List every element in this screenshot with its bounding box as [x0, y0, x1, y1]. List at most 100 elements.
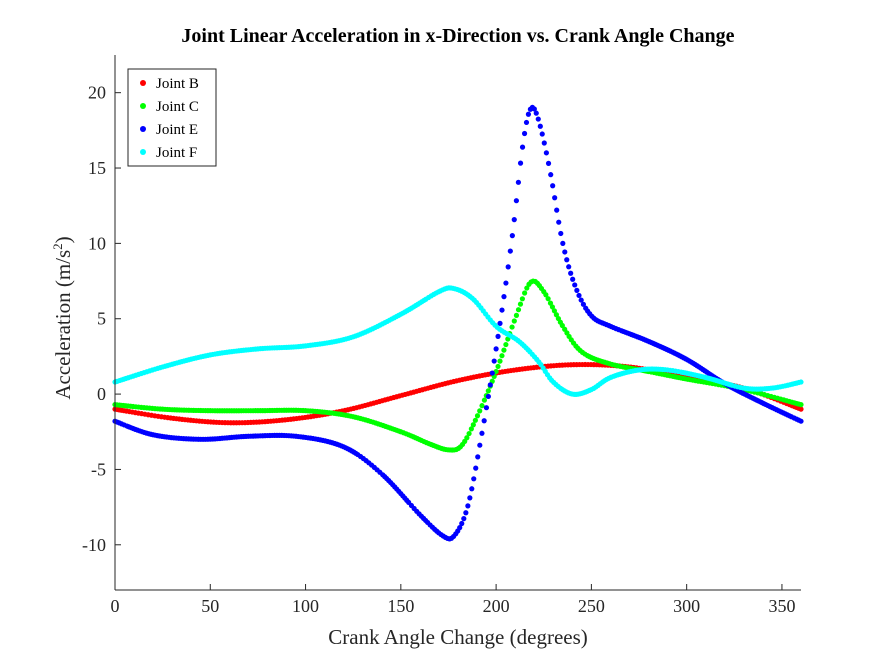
data-point — [553, 312, 560, 318]
legend-entry-joint-e: Joint E — [140, 122, 198, 138]
data-point — [570, 276, 576, 282]
data-point — [572, 282, 578, 288]
data-point — [531, 106, 537, 112]
data-point — [505, 336, 511, 342]
series-joint-f — [112, 285, 804, 397]
data-point — [566, 264, 572, 270]
data-point — [479, 403, 485, 409]
data-point — [578, 297, 584, 303]
data-point — [550, 183, 556, 189]
data-point — [509, 324, 515, 330]
data-point — [509, 233, 515, 239]
data-point — [519, 296, 525, 302]
data-point — [459, 520, 465, 527]
data-point — [499, 353, 505, 359]
x-tick-label: 100 — [292, 596, 319, 616]
data-point — [539, 131, 545, 137]
data-point — [519, 144, 526, 150]
data-point — [564, 257, 570, 263]
data-point — [477, 442, 483, 448]
data-point — [501, 347, 507, 353]
data-point — [522, 290, 528, 296]
data-point — [552, 195, 558, 201]
data-point — [541, 140, 547, 146]
data-point — [471, 476, 477, 482]
data-point — [798, 402, 804, 408]
data-point — [468, 426, 474, 432]
data-point — [568, 270, 574, 276]
data-point — [545, 160, 552, 166]
data-point — [474, 413, 481, 419]
data-point — [574, 287, 580, 293]
y-tick-label: 15 — [88, 158, 106, 178]
data-point — [501, 294, 507, 300]
y-tick-label: -10 — [82, 535, 106, 555]
y-axis-label-main: Acceleration (m/s — [51, 250, 75, 400]
legend-marker-joint-f — [140, 149, 146, 155]
data-point — [485, 388, 491, 394]
data-point — [556, 219, 562, 225]
x-tick-label: 50 — [201, 596, 219, 616]
data-point — [524, 285, 530, 291]
data-point — [517, 160, 524, 166]
data-point — [457, 525, 463, 531]
x-tick-label: 350 — [768, 596, 795, 616]
legend-label-joint-c: Joint C — [156, 99, 199, 115]
data-point — [545, 296, 551, 302]
x-tick-label: 250 — [578, 596, 605, 616]
y-axis-label-sup: 2 — [50, 243, 65, 250]
data-point — [467, 495, 473, 501]
data-point — [562, 249, 568, 255]
data-point — [798, 406, 804, 412]
data-point — [521, 130, 528, 137]
data-point — [493, 346, 499, 352]
y-axis-label-close: ) — [51, 236, 75, 243]
y-tick-label: 0 — [97, 384, 106, 404]
y-tick-label: 10 — [88, 233, 106, 253]
data-point — [525, 111, 532, 117]
data-point — [475, 454, 481, 460]
data-point — [461, 516, 467, 522]
legend-entry-joint-c: Joint C — [140, 99, 199, 115]
data-point — [473, 465, 479, 471]
data-point — [543, 292, 549, 298]
data-point — [798, 418, 804, 424]
data-point — [513, 198, 519, 204]
x-axis-label: Crank Angle Change (degrees) — [328, 625, 588, 649]
legend-entry-joint-f: Joint F — [140, 145, 197, 161]
data-point — [798, 379, 804, 385]
ticks-layer: 0 50 100 150 200 250 300 350 -10 -5 0 5 10 15 20 — [82, 83, 795, 616]
x-tick-label: 0 — [111, 596, 120, 616]
data-point — [491, 358, 497, 364]
data-point — [465, 503, 471, 509]
data-point — [481, 397, 487, 403]
y-tick-label: -5 — [91, 459, 106, 479]
data-point — [513, 312, 520, 318]
data-point — [507, 248, 513, 254]
data-point — [479, 430, 485, 436]
data-point — [580, 301, 587, 307]
data-point — [472, 417, 478, 423]
data-point — [495, 333, 501, 339]
data-point — [511, 217, 517, 223]
data-point — [523, 119, 530, 126]
data-point — [576, 292, 582, 299]
data-point — [515, 307, 522, 313]
data-point — [487, 382, 493, 388]
data-point — [551, 308, 558, 314]
data-point — [503, 341, 509, 348]
data-point — [481, 418, 487, 424]
data-point — [495, 363, 501, 370]
legend-label-joint-b: Joint B — [156, 76, 199, 92]
data-point — [503, 280, 509, 286]
data-point — [535, 116, 541, 122]
data-point — [554, 207, 560, 213]
data-point — [511, 318, 517, 324]
legend-marker-joint-b — [140, 80, 146, 86]
series-layer — [112, 104, 804, 542]
data-point — [470, 422, 476, 428]
x-tick-label: 300 — [673, 596, 700, 616]
data-point — [466, 430, 472, 437]
legend-marker-joint-e — [140, 126, 146, 132]
